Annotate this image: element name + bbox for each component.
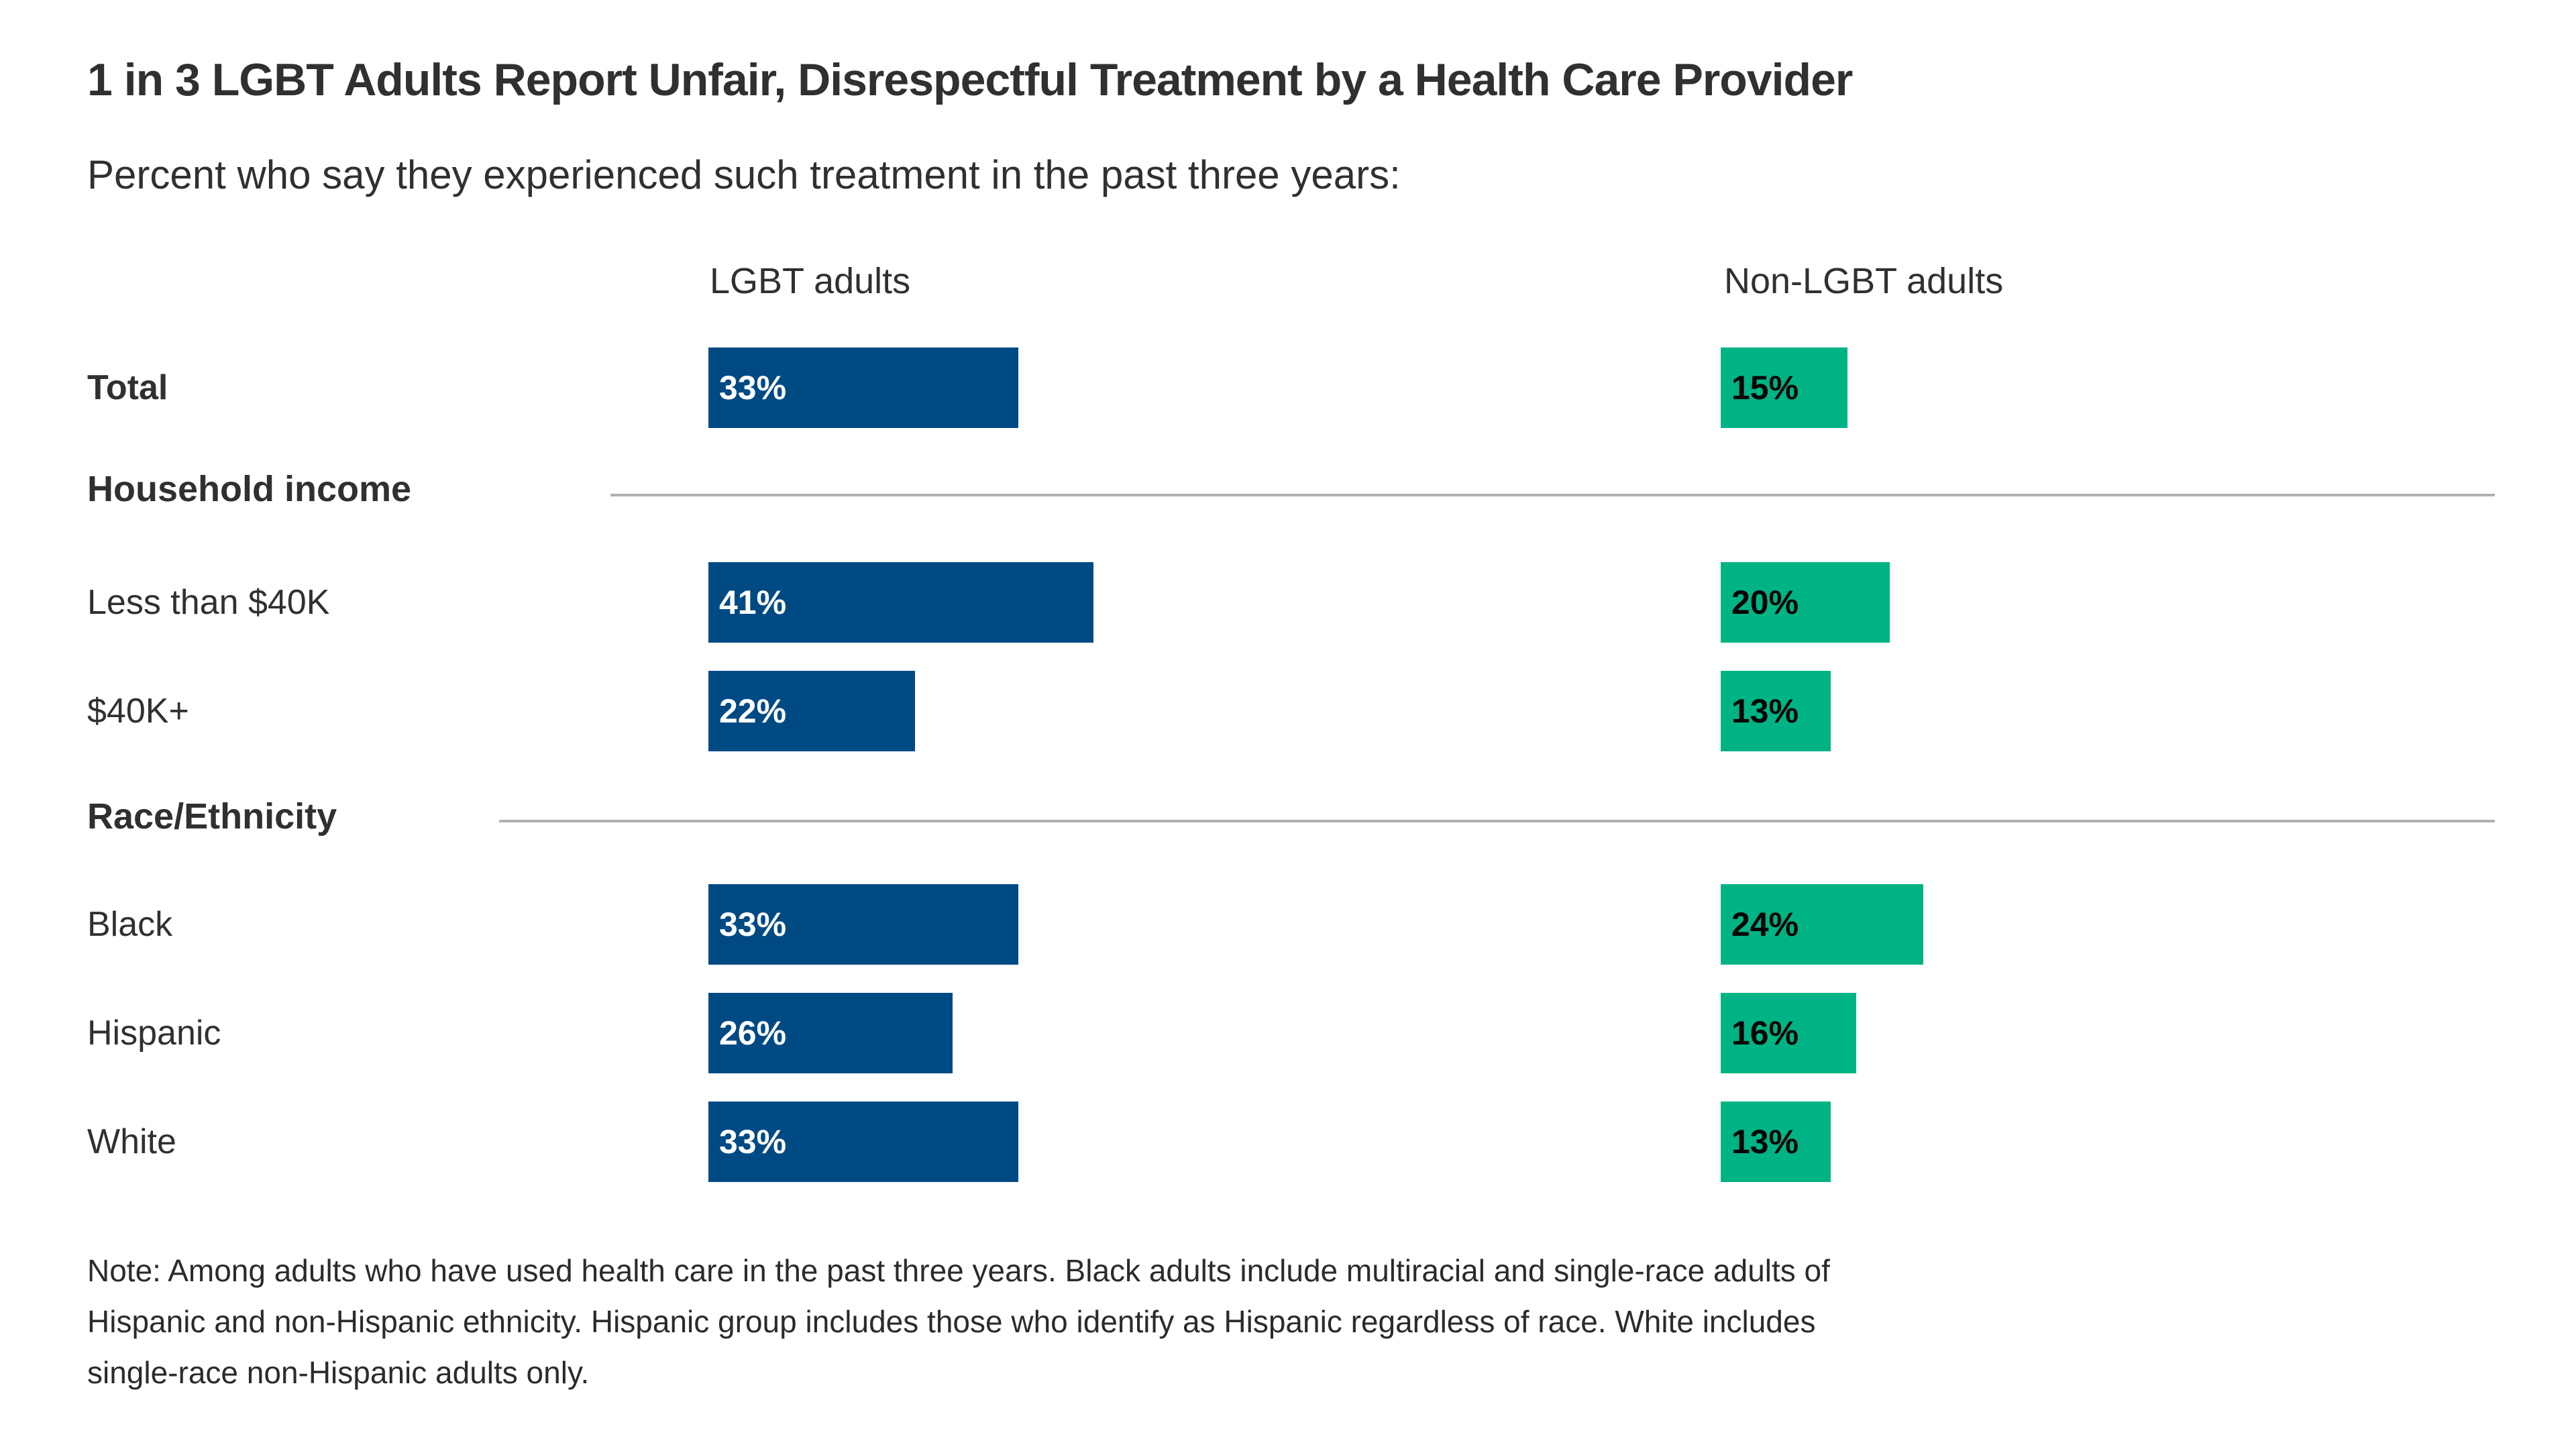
chart-subtitle: Percent who say they experienced such tr… <box>87 152 1401 197</box>
row-label-less-than-40k: Less than $40K <box>87 583 330 622</box>
section-divider-race-ethnicity <box>499 820 2495 822</box>
bar-value-label-total-non-lgbt: 15% <box>1731 369 1799 407</box>
row-label-white: White <box>87 1122 176 1161</box>
bar-black-lgbt: 33% <box>708 884 1018 965</box>
row-label-hispanic: Hispanic <box>87 1014 221 1053</box>
bar-value-label-white-non-lgbt: 13% <box>1731 1123 1799 1161</box>
chart-row-hispanic: Hispanic 26% 16% <box>0 993 2576 1073</box>
bar-value-label-hispanic-non-lgbt: 16% <box>1731 1014 1799 1052</box>
bar-40k-plus-lgbt: 22% <box>708 671 915 751</box>
note-line-2: Hispanic and non-Hispanic ethnicity. His… <box>87 1304 1816 1339</box>
bar-white-non-lgbt: 13% <box>1721 1102 1831 1182</box>
bar-total-non-lgbt: 15% <box>1721 347 1847 428</box>
bar-white-lgbt: 33% <box>708 1102 1018 1182</box>
chart-row-white: White 33% 13% <box>0 1102 2576 1182</box>
bar-total-lgbt: 33% <box>708 347 1018 428</box>
chart-row-less-than-40k: Less than $40K 41% 20% <box>0 562 2576 643</box>
column-header-lgbt-adults: LGBT adults <box>710 261 911 301</box>
row-label-black: Black <box>87 905 173 944</box>
bar-value-label-less-than-40k-non-lgbt: 20% <box>1731 584 1799 621</box>
note-line-1: Note: Among adults who have used health … <box>87 1253 1830 1288</box>
bar-40k-plus-non-lgbt: 13% <box>1721 671 1831 751</box>
bar-value-label-total-lgbt: 33% <box>719 369 787 407</box>
note-line-3: single-race non-Hispanic adults only. <box>87 1355 590 1390</box>
bar-less-than-40k-non-lgbt: 20% <box>1721 562 1890 643</box>
bar-less-than-40k-lgbt: 41% <box>708 562 1093 643</box>
section-header-household-income: Household income <box>87 469 412 509</box>
bar-value-label-less-than-40k-lgbt: 41% <box>719 584 787 621</box>
column-header-non-lgbt-adults: Non-LGBT adults <box>1724 261 2004 301</box>
chart-row-40k-plus: $40K+ 22% 13% <box>0 671 2576 751</box>
bar-value-label-black-lgbt: 33% <box>719 906 787 943</box>
bar-value-label-hispanic-lgbt: 26% <box>719 1014 787 1052</box>
chart-row-black: Black 33% 24% <box>0 884 2576 965</box>
chart-row-total: Total 33% 15% <box>0 347 2576 428</box>
section-divider-household-income <box>610 494 2495 496</box>
bar-value-label-40k-plus-lgbt: 22% <box>719 692 787 730</box>
section-header-race-ethnicity: Race/Ethnicity <box>87 796 337 837</box>
row-label-total: Total <box>87 368 168 407</box>
bar-value-label-40k-plus-non-lgbt: 13% <box>1731 692 1799 730</box>
bar-hispanic-lgbt: 26% <box>708 993 953 1073</box>
bar-black-non-lgbt: 24% <box>1721 884 1923 965</box>
bar-value-label-white-lgbt: 33% <box>719 1123 787 1161</box>
bar-value-label-black-non-lgbt: 24% <box>1731 906 1799 943</box>
chart-title: 1 in 3 LGBT Adults Report Unfair, Disres… <box>87 54 1853 105</box>
row-label-40k-plus: $40K+ <box>87 692 189 731</box>
bar-hispanic-non-lgbt: 16% <box>1721 993 1856 1073</box>
note: Note: Among adults who have used health … <box>87 1245 2435 1398</box>
